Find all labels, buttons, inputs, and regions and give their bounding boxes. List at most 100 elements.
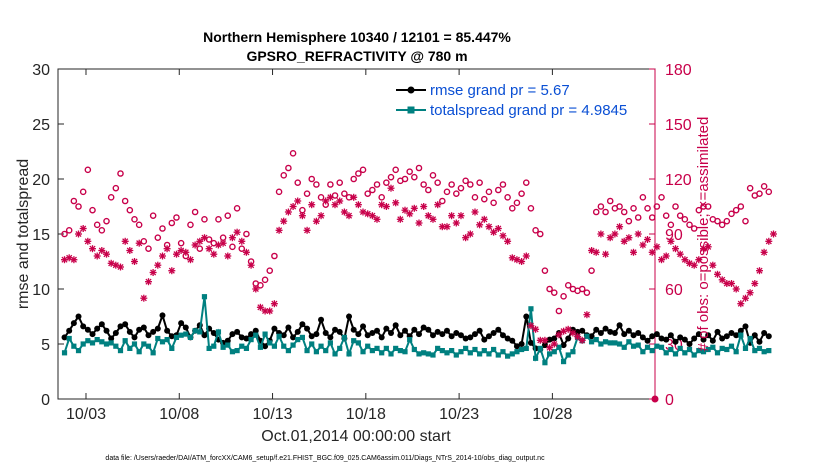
- possible-obs-point: [154, 234, 162, 241]
- asterisk-stroke: [415, 219, 423, 227]
- asterisk-stroke: [719, 276, 726, 283]
- rmse-point: [541, 342, 548, 349]
- asterisk-stroke: [280, 218, 287, 225]
- rmse-point: [154, 325, 161, 332]
- rmse-point: [490, 330, 497, 336]
- asterisk-stroke: [411, 205, 418, 212]
- assimilated-obs-point: [653, 243, 661, 251]
- spread-point: [421, 350, 427, 356]
- assimilated-obs-point: [205, 245, 213, 253]
- spread-point: [113, 343, 119, 349]
- spread-point: [388, 351, 394, 357]
- spread-point: [486, 351, 492, 357]
- possible-obs-point: [471, 194, 479, 201]
- assimilated-obs-point: [494, 225, 502, 232]
- rmse-point: [476, 327, 483, 334]
- possible-obs-point: [606, 197, 614, 205]
- asterisk-stroke: [611, 230, 618, 238]
- asterisk-stroke: [439, 223, 446, 230]
- possible-obs-point: [191, 208, 199, 216]
- possible-obs-point: [378, 194, 385, 201]
- rmse-point: [327, 334, 334, 341]
- spread-point: [127, 345, 133, 351]
- asterisk-stroke: [453, 219, 460, 227]
- spread-point: [397, 348, 403, 354]
- asterisk-stroke: [509, 254, 516, 261]
- asterisk-stroke: [201, 234, 208, 241]
- assimilated-obs-point: [280, 217, 288, 225]
- series-0: [61, 312, 772, 353]
- rmse-point: [761, 330, 768, 336]
- asterisk-stroke: [131, 258, 138, 265]
- spread-point: [668, 346, 674, 353]
- possible-obs-point: [317, 194, 325, 201]
- possible-obs-point: [564, 282, 572, 289]
- assimilated-obs-point: [742, 294, 749, 302]
- spread-point: [369, 348, 375, 354]
- asterisk-stroke: [635, 230, 642, 238]
- rmse-point: [728, 330, 735, 336]
- spread-point: [267, 340, 273, 346]
- asterisk-stroke: [294, 197, 301, 205]
- asterisk-stroke: [709, 262, 716, 269]
- asterisk-stroke: [276, 227, 283, 234]
- possible-obs-point: [79, 188, 87, 196]
- assimilated-obs-point: [602, 250, 610, 258]
- asterisk-stroke: [192, 241, 199, 249]
- assimilated-obs-point: [518, 258, 526, 265]
- possible-obs-point: [560, 293, 567, 300]
- assimilated-obs-point: [159, 252, 166, 260]
- spread-point: [533, 355, 539, 361]
- possible-obs-point: [490, 199, 497, 207]
- assimilated-obs-point: [452, 219, 460, 227]
- asterisk-stroke: [756, 267, 763, 274]
- assimilated-obs-point: [714, 270, 721, 278]
- assimilated-obs-point: [89, 245, 96, 253]
- rmse-point: [117, 323, 124, 330]
- assimilated-obs-point: [410, 204, 418, 212]
- rmse-point: [518, 341, 525, 347]
- rmse-point: [243, 335, 250, 342]
- rmse-point: [742, 323, 749, 330]
- spread-point: [761, 349, 767, 355]
- assimilated-obs-point: [541, 336, 549, 344]
- assimilated-obs-point: [135, 239, 143, 247]
- x-tick-label: 10/23: [439, 406, 479, 423]
- spread-point: [248, 337, 254, 343]
- asterisk-stroke: [322, 197, 329, 205]
- asterisk-stroke: [224, 252, 231, 260]
- rmse-point: [411, 326, 418, 333]
- asterisk-stroke: [541, 337, 548, 344]
- assimilated-obs-point: [639, 241, 647, 249]
- asterisk-stroke: [126, 247, 133, 254]
- rmse-point: [616, 322, 623, 329]
- assimilated-obs-point: [154, 261, 162, 269]
- possible-obs-point: [634, 214, 642, 221]
- possible-obs-point: [658, 194, 665, 201]
- rmse-point: [691, 335, 698, 342]
- rmse-point: [108, 335, 115, 342]
- spread-point: [211, 343, 217, 349]
- asterisk-stroke: [150, 269, 157, 276]
- rmse-point: [159, 312, 166, 319]
- rmse-point: [360, 323, 367, 330]
- assimilated-obs-point: [681, 256, 689, 264]
- assimilated-obs-point: [424, 212, 432, 220]
- assimilated-obs-point: [312, 217, 320, 225]
- spread-point: [323, 348, 329, 354]
- assimilated-obs-point: [401, 206, 409, 214]
- possible-obs-point: [364, 190, 371, 197]
- asterisk-stroke: [644, 236, 651, 243]
- asterisk-stroke: [625, 234, 632, 241]
- spread-point: [435, 345, 441, 351]
- assimilated-obs-point: [462, 234, 470, 242]
- spread-point: [640, 349, 646, 355]
- spread-point: [141, 341, 147, 347]
- assimilated-obs-point: [70, 256, 78, 264]
- rmse-point: [705, 332, 712, 339]
- assimilated-obs-point: [480, 215, 488, 223]
- asterisk-stroke: [243, 249, 250, 256]
- spread-point: [206, 345, 212, 351]
- spread-point: [285, 348, 292, 354]
